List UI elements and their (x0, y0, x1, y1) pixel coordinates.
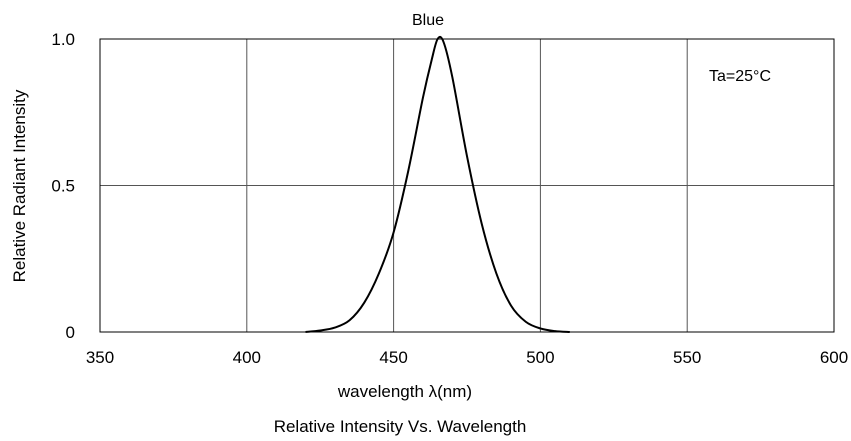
plot-area-frame (99, 38, 835, 333)
grid-lines (100, 39, 834, 332)
chart-subtitle: Relative Intensity Vs. Wavelength (274, 417, 527, 436)
x-tick-label: 600 (820, 348, 848, 367)
x-tick-label: 400 (233, 348, 261, 367)
x-tick-labels: 350 400 450 500 550 600 (86, 348, 848, 367)
x-tick-label: 500 (526, 348, 554, 367)
y-tick-label: 1.0 (51, 30, 75, 49)
y-tick-label: 0.5 (51, 177, 75, 196)
x-tick-label: 350 (86, 348, 114, 367)
temperature-annotation: Ta=25°C (709, 68, 771, 85)
x-axis-label: wavelength λ(nm) (337, 382, 472, 401)
x-tick-label: 450 (379, 348, 407, 367)
y-axis-label: Relative Radiant Intensity (10, 89, 29, 282)
y-tick-labels: 0 0.5 1.0 (51, 30, 75, 342)
intensity-curve (305, 35, 570, 333)
y-tick-label: 0 (66, 323, 75, 342)
x-tick-label: 550 (673, 348, 701, 367)
chart-title: Blue (412, 12, 444, 29)
